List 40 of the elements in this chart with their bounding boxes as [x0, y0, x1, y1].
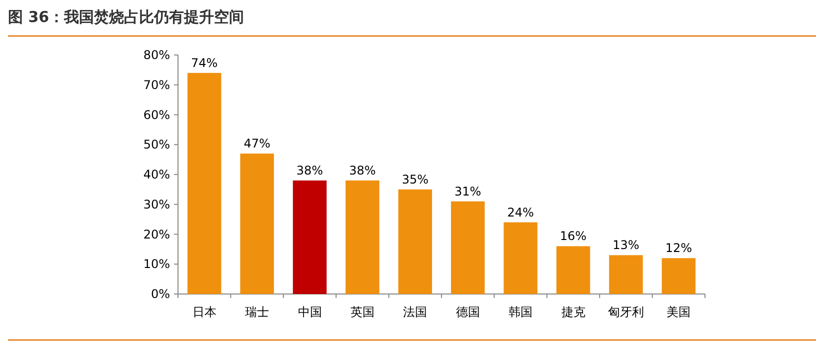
- x-tick-label: 捷克: [561, 305, 586, 319]
- data-label: 47%: [244, 136, 270, 151]
- x-tick-label: 瑞士: [245, 305, 270, 319]
- x-tick-label: 法国: [403, 305, 428, 319]
- data-label: 31%: [454, 184, 482, 198]
- x-tick-label: 匈牙利: [608, 305, 644, 319]
- bar: [609, 255, 643, 294]
- data-label: 24%: [507, 205, 534, 220]
- y-tick-label: 40%: [143, 168, 170, 182]
- data-label: 16%: [560, 229, 587, 244]
- data-label: 13%: [612, 238, 640, 252]
- x-tick-label: 美国: [666, 305, 691, 319]
- y-tick-label: 80%: [143, 48, 170, 62]
- x-tick-label: 德国: [456, 305, 480, 319]
- x-tick-label: 英国: [350, 305, 374, 319]
- chart-title: 图 36：我国焚烧占比仍有提升空间: [8, 8, 244, 26]
- data-label: 12%: [665, 241, 692, 256]
- x-tick-label: 日本: [192, 305, 216, 319]
- x-tick-label: 中国: [298, 305, 322, 319]
- x-tick-label: 韩国: [508, 305, 533, 319]
- bar: [346, 180, 380, 294]
- data-label: 38%: [349, 163, 376, 178]
- bar: [662, 258, 696, 294]
- bar: [240, 154, 274, 294]
- bar: [398, 189, 432, 294]
- y-tick-label: 60%: [143, 108, 170, 122]
- y-tick-label: 30%: [143, 197, 170, 212]
- bar: [556, 246, 590, 294]
- bar: [292, 180, 327, 294]
- data-label: 38%: [296, 163, 324, 178]
- y-tick-label: 20%: [143, 227, 170, 242]
- y-tick-label: 0%: [150, 287, 170, 301]
- bar: [504, 222, 538, 294]
- y-tick-label: 10%: [143, 257, 170, 272]
- data-label: 35%: [402, 172, 428, 186]
- y-tick-label: 50%: [143, 138, 170, 152]
- bar: [450, 201, 485, 294]
- bar: [187, 72, 222, 294]
- y-tick-label: 70%: [143, 78, 170, 92]
- data-label: 74%: [191, 56, 218, 70]
